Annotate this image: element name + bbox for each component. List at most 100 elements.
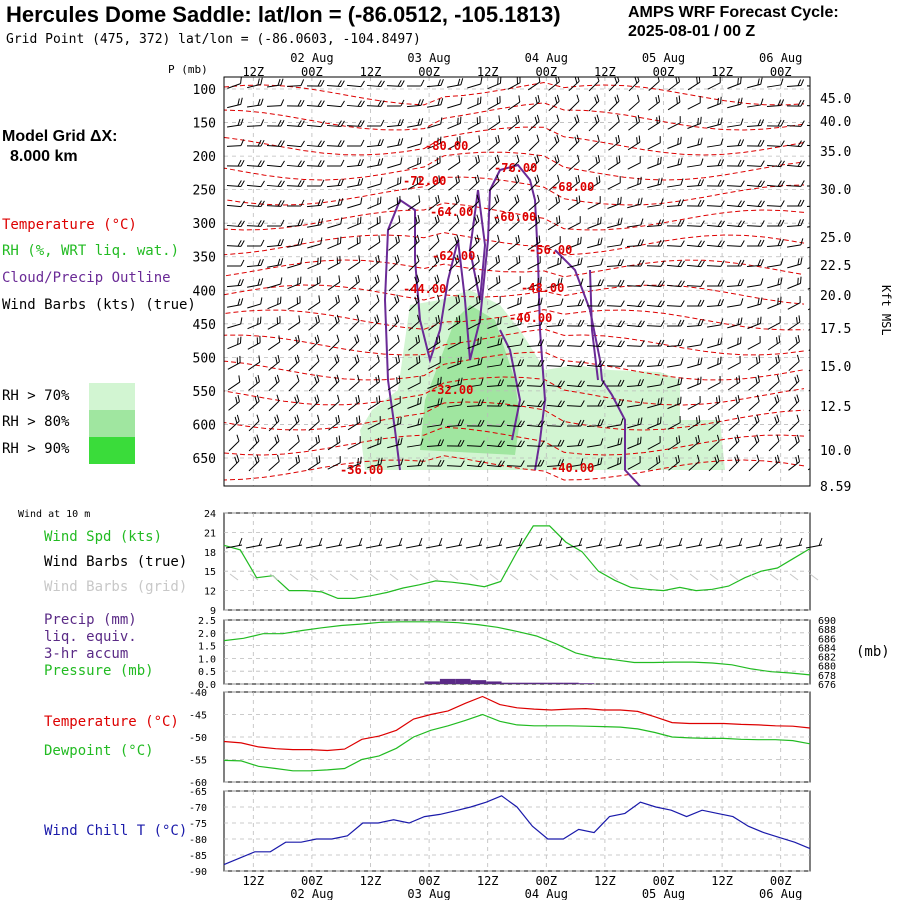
wind-barb-feather: [637, 259, 642, 267]
wind-barb: [727, 118, 744, 128]
wind-barb: [567, 257, 583, 269]
wind-barb-grid: [729, 573, 739, 581]
wind-barb-staff: [568, 80, 580, 92]
wind-barb-staff: [306, 165, 322, 167]
temperature-contour: [224, 376, 805, 406]
wind-barb: [246, 180, 265, 188]
wind-barb-staff: [528, 221, 540, 231]
wind-barb-feather: [520, 400, 525, 407]
wind-barb-staff: [247, 83, 261, 89]
wind-barb: [627, 417, 643, 429]
wind-barb-feather: [797, 454, 800, 462]
wind-barb: [728, 454, 740, 472]
wind-barb: [448, 174, 460, 191]
wind-barb-staff: [647, 121, 661, 131]
wind-barb-feather: [499, 296, 501, 303]
wind-barb-feather: [780, 200, 785, 207]
wind-barb: [667, 136, 682, 149]
wind-barb-feather: [700, 158, 704, 166]
wind-barb: [707, 279, 725, 287]
wind-barb: [587, 258, 604, 268]
wind-barb-feather: [336, 374, 340, 382]
temperature-label: -68.00: [551, 180, 594, 194]
wind-barb: [727, 336, 742, 350]
wind-barb: [607, 418, 624, 428]
wind-barb-staff: [567, 464, 581, 468]
wind-barb: [268, 374, 280, 392]
wind-barb-staff: [786, 85, 802, 87]
wind-barb-staff: [328, 400, 340, 412]
wind-barb-feather: [274, 436, 278, 444]
wind-barb-feather: [617, 457, 619, 465]
wind-barb-staff: [806, 144, 810, 148]
wind-barb-staff: [407, 182, 421, 190]
wind-barb: [306, 120, 325, 128]
wind-barb: [468, 254, 480, 272]
wind-barb-staff: [306, 105, 322, 107]
wind-barb: [287, 238, 304, 248]
wind-barb: [587, 438, 604, 448]
wind-barb-staff: [406, 465, 422, 467]
wind-barb-feather: [618, 155, 621, 163]
wind-barb-feather: [374, 276, 378, 284]
wind-barb-feather: [740, 139, 745, 146]
wind-barb-feather: [397, 334, 400, 342]
wind-barb-feather: [356, 334, 360, 342]
wind-barb-staff: [727, 124, 741, 128]
wind-barb-feather: [740, 200, 745, 207]
wind-barb-staff: [767, 264, 781, 268]
wind-barb-staff: [248, 440, 260, 452]
wind-barb-feather: [597, 217, 599, 225]
wind-barb-feather: [394, 296, 398, 304]
wind-barb-feather: [240, 118, 244, 126]
wind-barb-staff: [226, 124, 242, 128]
wind-barb-feather: [494, 156, 498, 164]
pressure-tick: 400: [193, 284, 216, 299]
wind-barb-feather: [640, 280, 645, 287]
wind-barb-feather: [418, 195, 421, 203]
wind-barb-feather: [337, 415, 341, 422]
wind-barb-feather: [794, 376, 798, 384]
wind-barb-staff: [686, 225, 702, 227]
wind-barb: [367, 416, 381, 430]
wind-barb-feather: [640, 176, 642, 184]
wind-barb-staff: [788, 360, 800, 372]
wind-barb: [526, 339, 545, 347]
wind-barb-feather: [638, 135, 641, 143]
wind-barb-staff: [628, 80, 640, 92]
wind-barb-feather: [534, 176, 538, 184]
wind-barb-feather: [337, 237, 339, 245]
wind-barb-feather: [697, 117, 699, 125]
wind-barb: [226, 220, 245, 228]
wind-barb: [308, 374, 320, 392]
wind-barb-staff: [726, 284, 742, 288]
wind-barb-feather: [759, 316, 762, 324]
wind-barb: [666, 300, 685, 307]
wind-barb-feather: [780, 180, 785, 187]
wind-barb-feather: [257, 200, 262, 207]
dewpoint-label: Dewpoint (°C): [44, 743, 154, 759]
wind-barb-feather: [757, 139, 762, 147]
wind-barb-feather: [377, 437, 379, 445]
wind-barb-feather: [760, 278, 764, 285]
wind-barb-staff: [368, 340, 380, 352]
wind-barb: [406, 459, 425, 467]
wind-barb: [508, 114, 520, 131]
wind-barb-feather: [800, 180, 805, 187]
wind-barb-feather: [637, 239, 642, 246]
wind-barb-staff: [348, 300, 360, 312]
wind-barb-staff: [348, 320, 360, 332]
wind-barb-feather: [436, 214, 440, 222]
wind-barb: [347, 178, 364, 188]
wind-barb: [227, 375, 241, 391]
wind-barb-staff: [528, 180, 540, 192]
wind-barb-feather: [380, 138, 384, 146]
wind-barb: [467, 378, 484, 388]
wind-barb-feather: [639, 436, 642, 444]
wind-barb-feather: [540, 400, 545, 407]
wind-barb: [486, 399, 505, 407]
wind-barb-feather: [237, 118, 241, 126]
wind-barb: [266, 200, 285, 207]
wind-barb-feather: [780, 140, 785, 147]
wind-barb-feather: [415, 216, 418, 224]
